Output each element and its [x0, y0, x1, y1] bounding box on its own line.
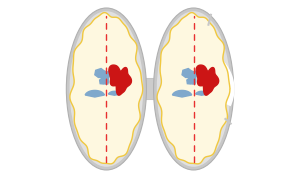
Ellipse shape — [154, 8, 234, 170]
Polygon shape — [195, 70, 200, 77]
Polygon shape — [105, 71, 108, 75]
Polygon shape — [196, 65, 219, 95]
Wedge shape — [208, 52, 235, 106]
Polygon shape — [172, 90, 192, 97]
Polygon shape — [85, 90, 104, 97]
Ellipse shape — [70, 11, 143, 167]
Polygon shape — [109, 65, 131, 95]
Polygon shape — [182, 69, 192, 77]
Ellipse shape — [66, 8, 146, 170]
Polygon shape — [100, 75, 105, 84]
Polygon shape — [104, 75, 109, 84]
Polygon shape — [108, 70, 113, 77]
FancyBboxPatch shape — [140, 78, 160, 100]
Ellipse shape — [157, 11, 230, 167]
Polygon shape — [95, 69, 105, 77]
Polygon shape — [191, 75, 196, 84]
Polygon shape — [196, 91, 208, 95]
Polygon shape — [108, 91, 120, 95]
Polygon shape — [192, 71, 195, 75]
Polygon shape — [157, 13, 230, 164]
Polygon shape — [70, 13, 143, 164]
Polygon shape — [187, 75, 193, 84]
